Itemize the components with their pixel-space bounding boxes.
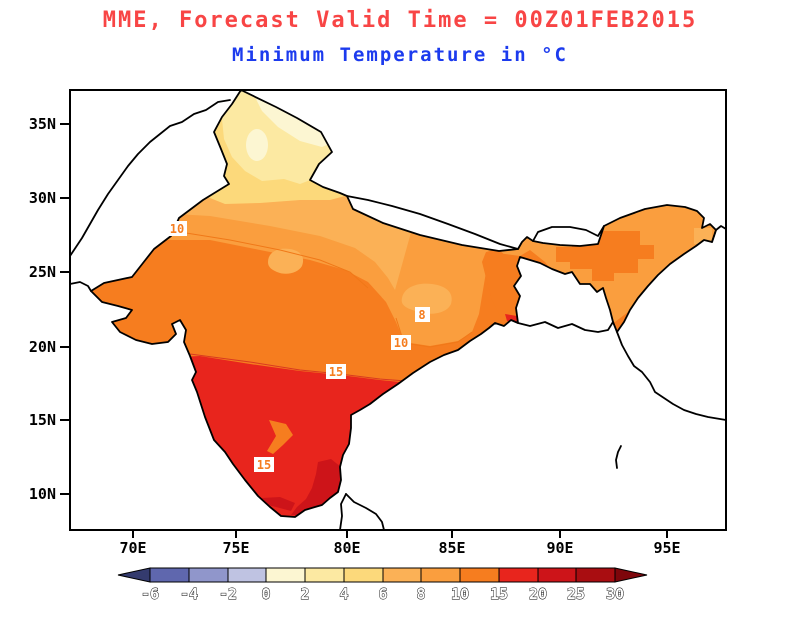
contour-label: 15 bbox=[257, 458, 271, 472]
colorbar-segment bbox=[575, 567, 616, 583]
fill-region-20-25-tip bbox=[262, 497, 295, 511]
colorbar-segment bbox=[459, 567, 500, 583]
fill-patch-0-2 bbox=[246, 129, 268, 161]
fill-pocket-6-8-central bbox=[268, 248, 304, 274]
contour-label-box bbox=[167, 221, 187, 236]
pakistan-afghan-border bbox=[69, 99, 231, 257]
myanmar-coast bbox=[616, 331, 727, 421]
y-tick-label: 15N bbox=[29, 411, 56, 429]
india-outline bbox=[90, 89, 717, 518]
colorbar-tick-label: 6 bbox=[378, 585, 387, 603]
contour-line-10-east bbox=[395, 317, 473, 348]
sri-lanka-west bbox=[339, 493, 347, 531]
colorbar-segment bbox=[343, 567, 384, 583]
colorbar-arrow-left bbox=[117, 567, 151, 583]
y-tick-label: 35N bbox=[29, 115, 56, 133]
colorbar-segment bbox=[304, 567, 345, 583]
colorbar-segment bbox=[537, 567, 577, 583]
contour-label: 10 bbox=[394, 336, 408, 350]
y-tick-label: 25N bbox=[29, 263, 56, 281]
colorbar-segment bbox=[498, 567, 539, 583]
nepal-outline bbox=[346, 195, 519, 250]
y-axis: 35N 30N 25N 20N 15N 10N bbox=[29, 115, 70, 503]
colorbar-tick-label: 4 bbox=[339, 585, 348, 603]
colorbar-tick-label: 15 bbox=[490, 585, 508, 603]
bangladesh-coast bbox=[517, 321, 614, 333]
colorbar-tick-label: 2 bbox=[300, 585, 309, 603]
y-tick-label: 20N bbox=[29, 338, 56, 356]
bhutan-outline bbox=[532, 225, 605, 242]
colorbar-tick-label: 0 bbox=[261, 585, 270, 603]
colorbar-arrow-right bbox=[614, 567, 648, 583]
colorbar-segment bbox=[149, 567, 190, 583]
colorbar-tick-label: -6 bbox=[141, 585, 159, 603]
x-tick-label: 75E bbox=[222, 539, 249, 557]
y-tick-label: 30N bbox=[29, 189, 56, 207]
contour-label-box bbox=[254, 457, 274, 472]
fill-region-bengal-10-15 bbox=[482, 249, 526, 323]
colorbar-labels: -6 -4 -2 0 2 4 6 8 10 15 20 25 30 bbox=[141, 585, 625, 604]
colorbar-tick-label: 8 bbox=[416, 585, 425, 603]
colorbar-segment bbox=[420, 567, 461, 583]
x-tick-label: 95E bbox=[653, 539, 680, 557]
x-tick-label: 90E bbox=[546, 539, 573, 557]
page-subtitle: Minimum Temperature in °C bbox=[232, 44, 568, 66]
page-title: MME, Forecast Valid Time = 00Z01FEB2015 bbox=[102, 8, 698, 33]
andaman-island bbox=[615, 445, 622, 469]
colorbar-tick-label: 25 bbox=[567, 585, 585, 603]
sri-lanka-east bbox=[345, 493, 385, 531]
colorbar-tick-label: 20 bbox=[529, 585, 547, 603]
contour-label: 10 bbox=[170, 222, 184, 236]
contour-label-box bbox=[415, 307, 430, 322]
colorbar-tick-label: 30 bbox=[606, 585, 624, 603]
colorbar-tick-label: -4 bbox=[180, 585, 198, 603]
y-tick-label: 10N bbox=[29, 485, 56, 503]
fill-pocket-6-8-east bbox=[401, 283, 452, 314]
contour-label: 8 bbox=[418, 308, 425, 322]
contour-label-box bbox=[391, 335, 411, 350]
china-border-stub bbox=[711, 225, 727, 243]
country-borders bbox=[69, 89, 727, 531]
x-tick-label: 80E bbox=[333, 539, 360, 557]
colorbar-tick-label: -2 bbox=[219, 585, 237, 603]
plot-frame bbox=[69, 89, 727, 531]
colorbar-segment bbox=[227, 567, 267, 583]
colorbar-segment bbox=[382, 567, 422, 583]
x-axis: 70E 75E 80E 85E 90E 95E bbox=[119, 530, 681, 557]
colorbar-segment bbox=[265, 567, 306, 583]
contour-label: 15 bbox=[329, 365, 343, 379]
colorbar-tick-label: 10 bbox=[451, 585, 469, 603]
colorbar bbox=[117, 567, 648, 583]
colorbar-segment bbox=[188, 567, 229, 583]
x-tick-label: 70E bbox=[119, 539, 146, 557]
contour-label-box bbox=[326, 364, 346, 379]
pakistan-coast bbox=[69, 281, 92, 292]
x-tick-label: 85E bbox=[438, 539, 465, 557]
fill-pocket-10-15-south bbox=[267, 420, 293, 454]
contour-labels: 10 8 10 15 15 bbox=[167, 221, 430, 472]
